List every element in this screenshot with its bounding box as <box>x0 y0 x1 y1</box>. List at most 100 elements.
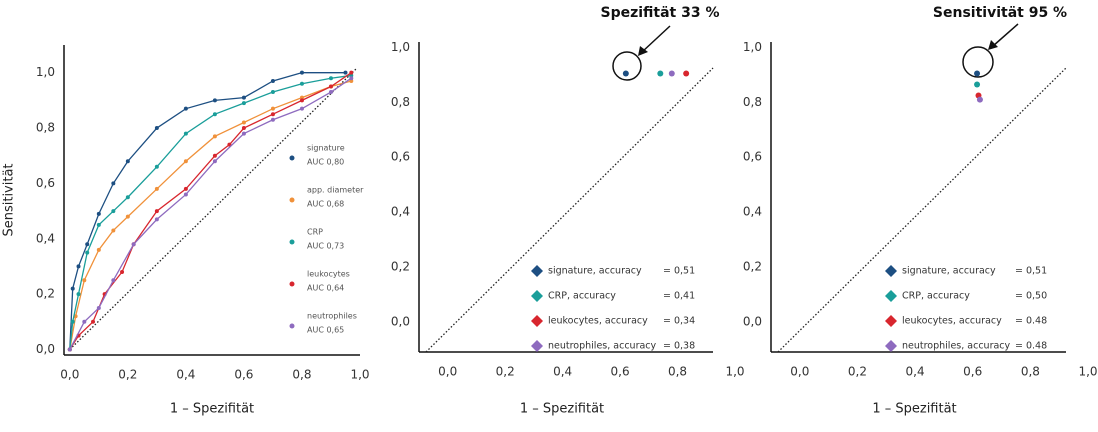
legend-auc: AUC 0,65 <box>307 326 344 335</box>
y-axis-label: Sensitivität <box>2 163 17 236</box>
y-tick-label: 0,6 <box>391 150 410 164</box>
legend-label: CRP, accuracy <box>548 291 616 302</box>
x-tick-label: 0,4 <box>553 365 572 379</box>
curve-point <box>299 81 304 86</box>
legend-accuracy: = 0,51 <box>1015 266 1047 277</box>
curve-point <box>328 90 333 95</box>
legend-marker <box>289 323 295 329</box>
curve-point <box>349 70 354 75</box>
x-axis-label: 1 – Spezifität <box>170 402 254 417</box>
curve-point <box>82 278 87 283</box>
legend-auc: AUC 0,68 <box>307 200 344 209</box>
curve-point <box>183 192 188 197</box>
curve-point <box>70 286 75 291</box>
legend-accuracy: = 0,51 <box>663 266 695 277</box>
legend-marker <box>531 340 543 352</box>
curve-point <box>212 153 217 158</box>
arrow-head <box>638 46 648 56</box>
x-tick-label: 0,6 <box>963 365 982 379</box>
curve-point <box>154 126 159 131</box>
curve-point <box>111 278 116 283</box>
curve-point <box>96 305 101 310</box>
roc-curve <box>69 72 346 350</box>
curve-point <box>299 106 304 111</box>
curve-point <box>96 222 101 227</box>
annotation: Sensitivität 95 % <box>933 5 1067 21</box>
curve-point <box>349 73 354 78</box>
y-tick-label: 0,2 <box>36 287 55 301</box>
roc-curve <box>69 80 352 350</box>
legend-label: leukocytes <box>307 270 350 279</box>
curve-point <box>270 90 275 95</box>
curve-point <box>241 101 246 106</box>
curve-point <box>96 247 101 252</box>
x-tick-label: 0,2 <box>118 368 137 382</box>
y-tick-label: 0,0 <box>391 314 410 328</box>
reference-diagonal <box>777 67 1067 353</box>
curve-point <box>120 269 125 274</box>
y-tick-label: 0,2 <box>743 259 762 273</box>
arrow <box>641 25 671 53</box>
curve-point <box>125 195 130 200</box>
legend-marker <box>289 155 295 161</box>
legend-marker <box>289 197 295 203</box>
curve-point <box>111 209 116 214</box>
reference-diagonal <box>69 67 358 350</box>
point <box>976 96 983 103</box>
arrow <box>992 23 1019 47</box>
curve-point <box>241 126 246 131</box>
legend-accuracy: = 0,38 <box>663 341 695 352</box>
legend-accuracy: = 0.48 <box>1015 341 1047 352</box>
legend-label: neutrophiles, accuracy <box>548 341 657 352</box>
roc-curve <box>69 77 352 350</box>
x-tick-label: 0,8 <box>668 365 687 379</box>
y-tick-label: 0,4 <box>743 205 762 219</box>
point <box>622 70 629 77</box>
curve-point <box>82 319 87 324</box>
curve-point <box>270 78 275 83</box>
curve-point <box>328 84 333 89</box>
point <box>974 81 981 88</box>
point <box>683 70 690 77</box>
legend-label: leukocytes, accuracy <box>902 316 1002 327</box>
curve-point <box>212 98 217 103</box>
curve-point <box>183 106 188 111</box>
legend-marker <box>531 265 543 277</box>
curve-point <box>154 186 159 191</box>
legend-marker <box>885 265 897 277</box>
legend-marker <box>531 290 543 302</box>
curve-point <box>125 214 130 219</box>
curve-point <box>111 228 116 233</box>
legend-auc: AUC 0,64 <box>307 284 344 293</box>
curve-point <box>131 242 136 247</box>
legend-label: CRP <box>307 228 323 237</box>
curve-point <box>154 209 159 214</box>
legend-label: signature, accuracy <box>902 266 996 277</box>
legend-label: neutrophiles, accuracy <box>902 341 1011 352</box>
curve-point <box>270 117 275 122</box>
curve-point <box>154 217 159 222</box>
curve-point <box>91 319 96 324</box>
y-tick-label: 0,8 <box>36 121 55 135</box>
x-tick-label: 1,0 <box>350 368 369 382</box>
curve-point <box>85 250 90 255</box>
legend-accuracy: = 0,50 <box>1015 291 1047 302</box>
x-tick-label: 0,8 <box>1021 365 1040 379</box>
legend-label: app. diameter <box>307 186 364 195</box>
curve-point <box>241 131 246 136</box>
curve-point <box>241 95 246 100</box>
x-tick-label: 0,0 <box>438 365 457 379</box>
legend-accuracy: = 0,41 <box>663 291 695 302</box>
curve-point <box>212 159 217 164</box>
y-tick-label: 1,0 <box>36 65 55 79</box>
y-tick-label: 0,0 <box>36 342 55 356</box>
y-tick-label: 0,0 <box>743 314 762 328</box>
legend-label: signature, accuracy <box>548 266 642 277</box>
curve-point <box>328 76 333 81</box>
curve-point <box>76 264 81 269</box>
curve-point <box>270 112 275 117</box>
curve-point <box>299 95 304 100</box>
legend-label: neutrophiles <box>307 312 357 321</box>
y-tick-label: 0,6 <box>36 176 55 190</box>
x-tick-label: 0,4 <box>906 365 925 379</box>
